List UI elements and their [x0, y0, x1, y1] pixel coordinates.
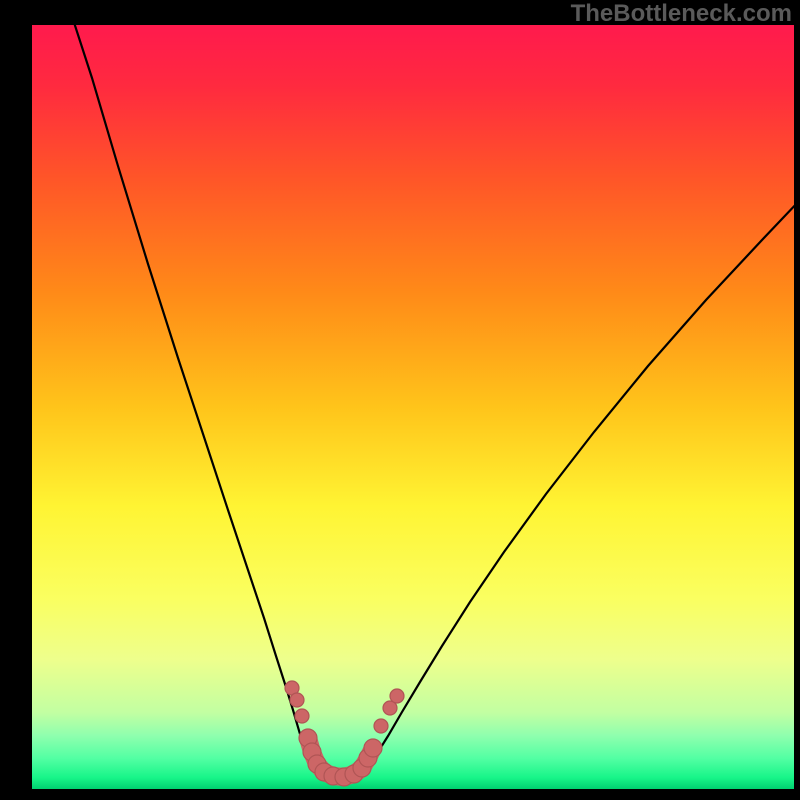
marker-dot: [374, 719, 388, 733]
marker-dot: [390, 689, 404, 703]
marker-dot: [295, 709, 309, 723]
watermark-text: TheBottleneck.com: [571, 0, 792, 28]
chart-frame: [32, 25, 794, 789]
gradient-background: [32, 25, 794, 789]
marker-dot: [364, 739, 382, 757]
bottleneck-chart: [32, 25, 794, 789]
marker-dot: [290, 693, 304, 707]
